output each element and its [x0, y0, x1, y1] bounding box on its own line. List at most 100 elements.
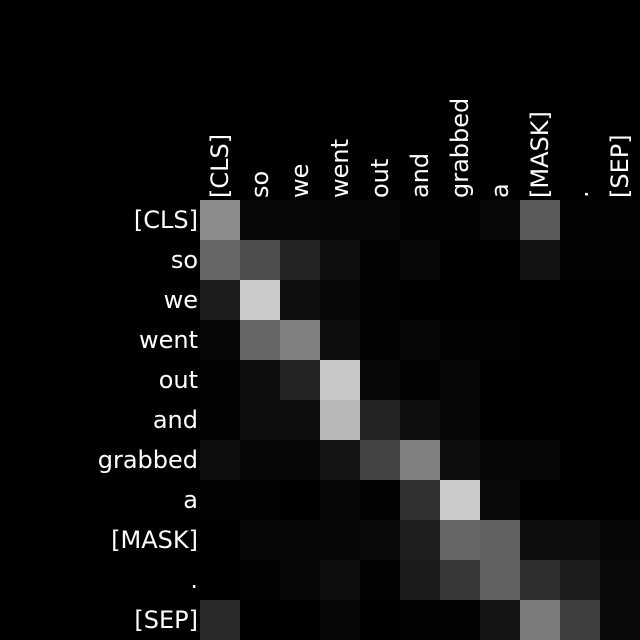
heatmap-cell: [400, 440, 440, 480]
heatmap-cell: [440, 200, 480, 240]
heatmap-cell: [320, 600, 360, 640]
heatmap-cell: [600, 280, 640, 320]
heatmap-cell: [280, 600, 320, 640]
heatmap-cell: [600, 600, 640, 640]
heatmap-cell: [360, 600, 400, 640]
heatmap-cell: [520, 320, 560, 360]
heatmap-cell: [320, 320, 360, 360]
heatmap-cell: [440, 560, 480, 600]
heatmap-cell: [240, 480, 280, 520]
heatmap-cell: [440, 240, 480, 280]
heatmap-cell: [240, 280, 280, 320]
heatmap-cell: [240, 240, 280, 280]
column-label: a: [486, 183, 514, 198]
column-label: we: [286, 164, 314, 198]
heatmap-cell: [480, 320, 520, 360]
heatmap-cell: [480, 560, 520, 600]
heatmap-cell: [360, 560, 400, 600]
heatmap-cell: [280, 360, 320, 400]
heatmap-cell: [480, 440, 520, 480]
heatmap-cell: [520, 240, 560, 280]
heatmap-cell: [560, 280, 600, 320]
heatmap-cell: [320, 240, 360, 280]
heatmap-cell: [240, 400, 280, 440]
heatmap-cell: [360, 480, 400, 520]
heatmap-cell: [400, 200, 440, 240]
heatmap-cell: [280, 520, 320, 560]
heatmap-cell: [200, 480, 240, 520]
row-label: [CLS]: [134, 206, 198, 234]
heatmap-cell: [560, 400, 600, 440]
heatmap-cell: [440, 520, 480, 560]
heatmap-cell: [400, 480, 440, 520]
heatmap-cell: [200, 600, 240, 640]
heatmap-cell: [360, 320, 400, 360]
heatmap-cell: [560, 440, 600, 480]
heatmap-cell: [400, 600, 440, 640]
row-label: grabbed: [98, 446, 198, 474]
heatmap-cell: [520, 440, 560, 480]
heatmap-cell: [200, 560, 240, 600]
heatmap-cell: [440, 400, 480, 440]
heatmap-cell: [400, 520, 440, 560]
row-label: a: [183, 486, 198, 514]
heatmap-cell: [520, 520, 560, 560]
heatmap-cell: [400, 320, 440, 360]
heatmap-cell: [280, 560, 320, 600]
row-label: [SEP]: [134, 606, 198, 634]
heatmap-cell: [520, 360, 560, 400]
column-label: so: [246, 171, 274, 198]
heatmap-cell: [240, 360, 280, 400]
heatmap-cell: [520, 560, 560, 600]
heatmap-cell: [560, 360, 600, 400]
heatmap-cell: [280, 400, 320, 440]
heatmap-cell: [400, 360, 440, 400]
row-label: and: [153, 406, 198, 434]
heatmap-cell: [600, 560, 640, 600]
row-label: went: [139, 326, 198, 354]
heatmap-cells: [200, 200, 640, 640]
heatmap-cell: [320, 520, 360, 560]
heatmap-cell: [520, 480, 560, 520]
column-label: and: [406, 153, 434, 198]
heatmap-cell: [440, 360, 480, 400]
heatmap-cell: [240, 200, 280, 240]
heatmap-cell: [280, 240, 320, 280]
heatmap-cell: [240, 440, 280, 480]
heatmap-cell: [200, 520, 240, 560]
heatmap-cell: [480, 600, 520, 640]
heatmap-cell: [280, 200, 320, 240]
heatmap-cell: [360, 400, 400, 440]
heatmap-cell: [520, 200, 560, 240]
heatmap-cell: [320, 480, 360, 520]
heatmap-cell: [480, 200, 520, 240]
heatmap-cell: [560, 320, 600, 360]
heatmap-cell: [440, 320, 480, 360]
heatmap-cell: [200, 440, 240, 480]
heatmap-cell: [440, 600, 480, 640]
heatmap-cell: [600, 360, 640, 400]
heatmap-cell: [480, 480, 520, 520]
heatmap-cell: [200, 280, 240, 320]
heatmap-cell: [200, 200, 240, 240]
heatmap-cell: [600, 320, 640, 360]
heatmap-cell: [320, 280, 360, 320]
heatmap-cell: [600, 400, 640, 440]
heatmap-cell: [240, 560, 280, 600]
heatmap-cell: [200, 240, 240, 280]
heatmap-cell: [560, 240, 600, 280]
heatmap-cell: [400, 400, 440, 440]
heatmap-cell: [320, 440, 360, 480]
heatmap-cell: [480, 360, 520, 400]
heatmap-cell: [240, 520, 280, 560]
heatmap-cell: [200, 360, 240, 400]
heatmap-cell: [440, 440, 480, 480]
row-labels: [CLS] so we went out and grabbed a [MASK]. [SEP]: [98, 206, 198, 634]
heatmap-cell: [600, 240, 640, 280]
heatmap-cell: [320, 560, 360, 600]
heatmap-cell: [440, 280, 480, 320]
heatmap-cell: [320, 400, 360, 440]
heatmap-cell: [600, 520, 640, 560]
row-label: we: [164, 286, 198, 314]
